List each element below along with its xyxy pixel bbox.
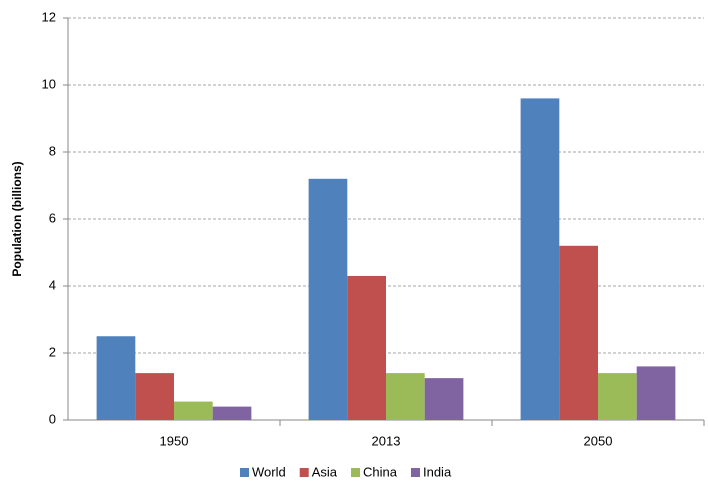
legend-swatch	[299, 468, 309, 477]
bar	[212, 406, 252, 420]
legend-label: World	[252, 464, 286, 479]
bar	[347, 275, 386, 420]
y-tick-label: 8	[49, 143, 56, 158]
y-tick-label: 4	[49, 277, 56, 292]
y-tick-label: 12	[42, 9, 56, 24]
bar	[598, 373, 637, 420]
bar	[386, 373, 425, 420]
y-tick-label: 6	[49, 210, 56, 225]
x-tick-label: 2013	[372, 433, 401, 448]
x-tick-label: 2050	[584, 433, 613, 448]
bar	[424, 378, 464, 420]
bar	[174, 401, 213, 420]
bar	[308, 178, 348, 420]
bar	[520, 98, 560, 421]
legend-label: China	[363, 464, 398, 479]
legend-swatch	[351, 468, 361, 477]
legend-swatch	[240, 468, 249, 477]
y-tick-label: 2	[49, 344, 56, 359]
legend-swatch	[410, 468, 420, 477]
bar	[135, 373, 174, 420]
y-tick-label: 10	[42, 76, 56, 91]
y-axis-label: Population (billions)	[10, 161, 24, 276]
y-tick-label: 0	[49, 411, 56, 426]
bar	[559, 245, 598, 420]
bar	[636, 366, 676, 420]
x-tick-label: 1950	[160, 433, 189, 448]
legend-label: India	[423, 464, 452, 479]
bar	[96, 336, 136, 420]
legend-label: Asia	[312, 464, 338, 479]
